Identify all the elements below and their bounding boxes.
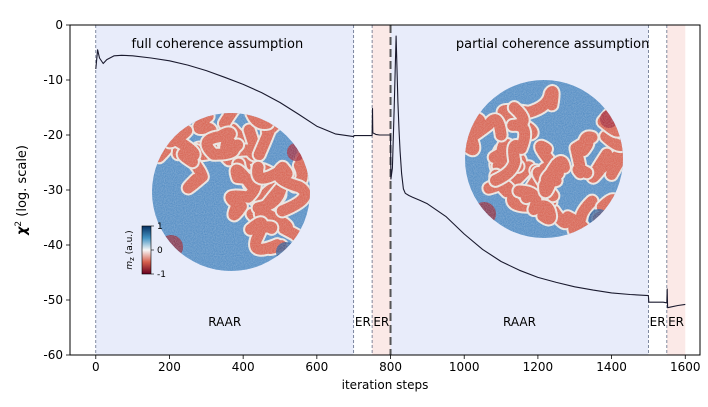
region-label-3: RAAR (503, 315, 536, 329)
y-axis-label-sup: 2 (14, 221, 24, 227)
y-tick-label: -40 (43, 238, 63, 252)
y-tick-label: -10 (43, 73, 63, 87)
y-axis-label: χ2 (log. scale) (14, 145, 30, 236)
inset-texture (152, 113, 310, 271)
x-tick-label: 1400 (596, 360, 627, 374)
colorbar-label-var: m (125, 261, 135, 270)
full-coherence-inset (152, 113, 310, 271)
y-axis-label-rest: (log. scale) (15, 145, 30, 221)
region-er-1 (353, 25, 373, 355)
region-er-5 (666, 25, 686, 355)
x-tick-label: 1600 (670, 360, 701, 374)
inset-texture (465, 80, 623, 238)
colorbar (141, 225, 152, 275)
y-axis-label-symbol: χ (15, 225, 30, 236)
x-tick-label: 200 (158, 360, 181, 374)
x-axis-label: iteration steps (342, 378, 429, 392)
region-label-5: ER (668, 315, 684, 329)
x-tick-label: 1000 (449, 360, 480, 374)
section-title-0: full coherence assumption (132, 37, 304, 52)
colorbar-label-unit: (a.u.) (125, 230, 135, 257)
x-tick-label: 0 (92, 360, 100, 374)
colorbar-label-sub: z (128, 257, 136, 261)
y-tick-label: -30 (43, 183, 63, 197)
region-label-2: ER (373, 315, 389, 329)
region-label-1: ER (355, 315, 371, 329)
y-tick-label: 0 (55, 18, 63, 32)
colorbar-tick-label: -1 (157, 270, 166, 280)
y-tick-label: -60 (43, 348, 63, 362)
y-tick-label: -50 (43, 293, 63, 307)
x-tick-label: 800 (379, 360, 402, 374)
region-label-4: ER (650, 315, 666, 329)
series-chi2 (95, 35, 686, 309)
y-tick-label: -20 (43, 128, 63, 142)
x-tick-label: 600 (305, 360, 328, 374)
region-label-0: RAAR (208, 315, 241, 329)
colorbar-tick-label: 0 (157, 246, 163, 256)
colorbar-label: mz (a.u.) (125, 230, 136, 269)
section-title-1: partial coherence assumption (456, 37, 649, 52)
x-tick-label: 1200 (523, 360, 554, 374)
x-tick-label: 400 (232, 360, 255, 374)
region-er-2 (372, 25, 391, 355)
colorbar-tick-label: 1 (157, 222, 163, 232)
region-er-4 (648, 25, 667, 355)
